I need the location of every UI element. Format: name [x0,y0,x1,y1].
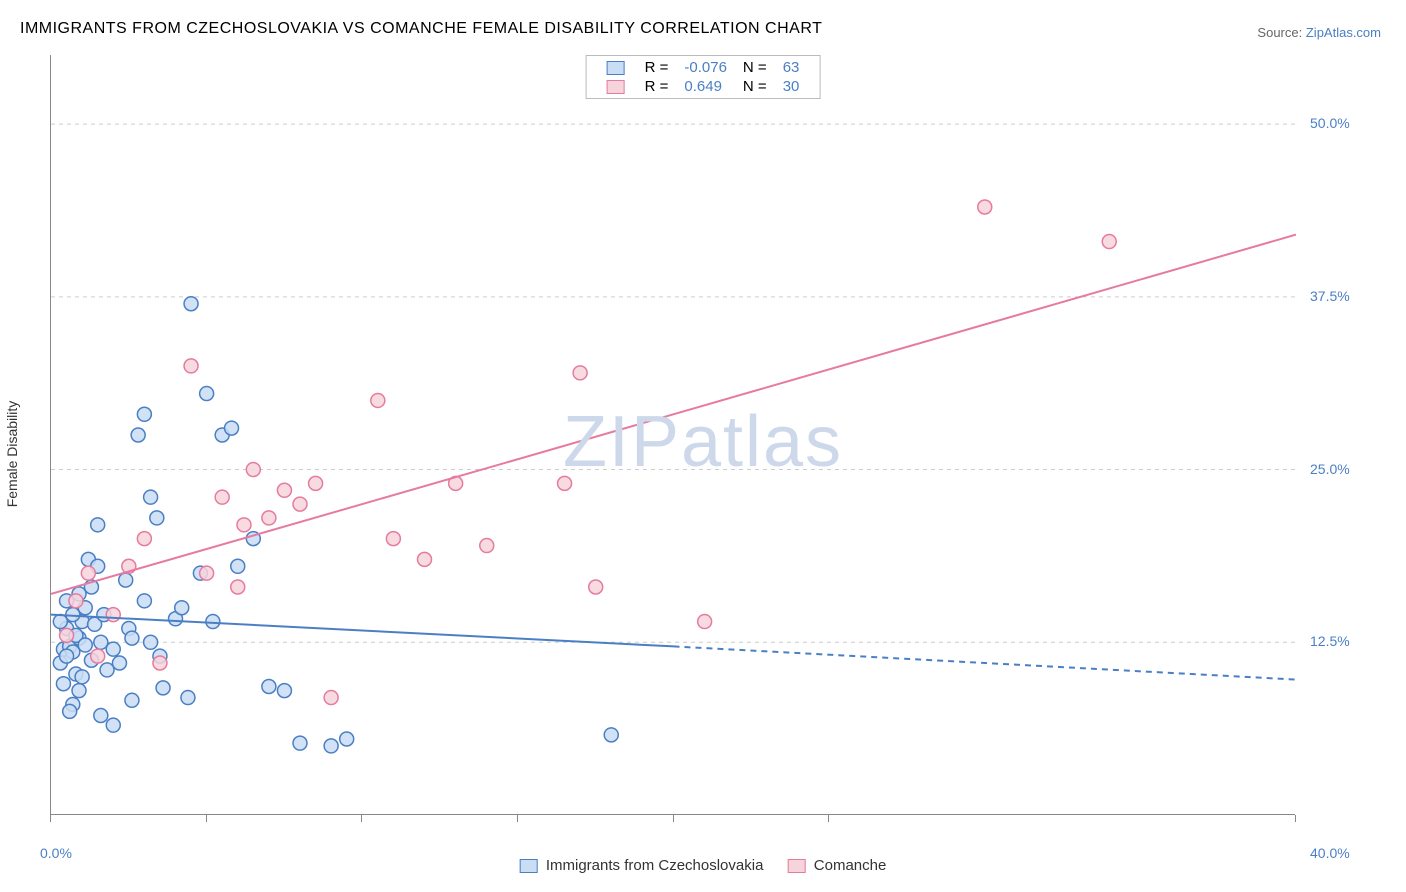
x-tick-mark [361,815,362,822]
legend-row-series2: R = 0.649 N = 30 [599,77,808,96]
chart-title: IMMIGRANTS FROM CZECHOSLOVAKIA VS COMANC… [20,20,822,38]
y-tick-label: 37.5% [1310,288,1350,304]
x-tick-mark [206,815,207,822]
legend-stats: R = -0.076 N = 63 R = 0.649 N = 30 [586,55,821,99]
legend-N-value-2: 30 [775,77,808,96]
scatter-svg [51,55,1296,815]
legend-R-label: R = [637,58,677,77]
x-tick-mark [828,815,829,822]
x-tick-label: 40.0% [1310,845,1350,861]
legend-N-label: N = [735,77,775,96]
source-label: Source: [1257,25,1302,40]
x-tick-mark [50,815,51,822]
legend-R-label: R = [637,77,677,96]
plot-area [50,55,1295,815]
legend-item-2: Comanche [788,857,887,874]
swatch-series1-bottom [520,859,538,873]
x-tick-mark [517,815,518,822]
legend-N-label: N = [735,58,775,77]
series1-label: Immigrants from Czechoslovakia [546,857,764,874]
legend-item-1: Immigrants from Czechoslovakia [520,857,768,874]
legend-series-names: Immigrants from Czechoslovakia Comanche [510,857,897,874]
chart-container: IMMIGRANTS FROM CZECHOSLOVAKIA VS COMANC… [0,0,1406,892]
swatch-series1 [607,61,625,75]
source-site: ZipAtlas.com [1306,25,1381,40]
legend-row-series1: R = -0.076 N = 63 [599,58,808,77]
x-tick-mark [673,815,674,822]
legend-R-value-1: -0.076 [676,58,735,77]
legend-R-value-2: 0.649 [676,77,735,96]
legend-N-value-1: 63 [775,58,808,77]
swatch-series2 [607,80,625,94]
x-tick-label: 0.0% [40,845,72,861]
series2-label: Comanche [814,857,887,874]
source-attribution: Source: ZipAtlas.com [1257,25,1381,40]
y-tick-label: 50.0% [1310,115,1350,131]
y-tick-label: 12.5% [1310,633,1350,649]
swatch-series2-bottom [788,859,806,873]
y-tick-label: 25.0% [1310,461,1350,477]
y-axis-label: Female Disability [4,401,20,508]
x-tick-mark [1295,815,1296,822]
